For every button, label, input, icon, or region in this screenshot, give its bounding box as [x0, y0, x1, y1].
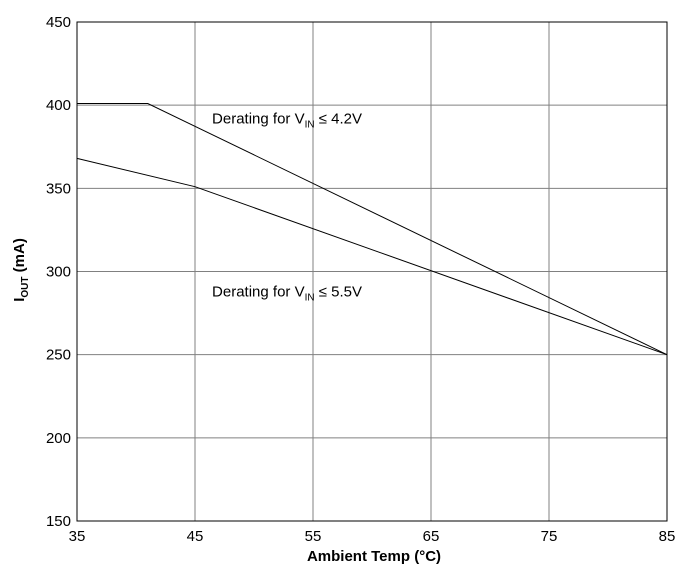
y-axis-label-sub: OUT — [20, 277, 31, 298]
y-tick-label: 150 — [46, 513, 71, 530]
series-line-1 — [77, 103, 668, 356]
y-tick-label: 450 — [46, 14, 71, 31]
y-tick-label: 400 — [46, 97, 71, 114]
y-tick-label: 200 — [46, 430, 71, 447]
x-tick-label: 85 — [659, 528, 675, 545]
annotations: Derating for VIN ≤ 4.2V Derating for VIN … — [212, 110, 362, 303]
y-tick-label: 250 — [46, 347, 71, 364]
plot-frame — [76, 21, 668, 522]
x-tick-label: 45 — [187, 528, 204, 545]
x-tick-labels: 35 45 55 65 75 85 — [69, 528, 675, 545]
annotation-label-1: Derating for VIN ≤ 4.2V — [212, 110, 362, 130]
y-tick-labels: 150 200 250 300 350 400 450 — [46, 14, 71, 530]
annotation-label-2: Derating for VIN ≤ 5.5V — [212, 283, 362, 303]
series-lines — [76, 103, 668, 356]
y-axis-label: IOUT (mA) — [11, 238, 31, 302]
x-tick-label: 75 — [541, 528, 558, 545]
x-axis-label: Ambient Temp (°C) — [307, 548, 441, 565]
y-axis-label-rest: (mA) — [11, 238, 28, 276]
y-tick-label: 350 — [46, 180, 71, 197]
x-tick-label: 35 — [69, 528, 86, 545]
x-tick-label: 65 — [423, 528, 440, 545]
series-line-2 — [76, 157, 668, 356]
x-tick-label: 55 — [305, 528, 322, 545]
y-axis-label-main: I — [11, 298, 28, 302]
grid — [76, 21, 668, 522]
y-tick-label: 300 — [46, 264, 71, 281]
